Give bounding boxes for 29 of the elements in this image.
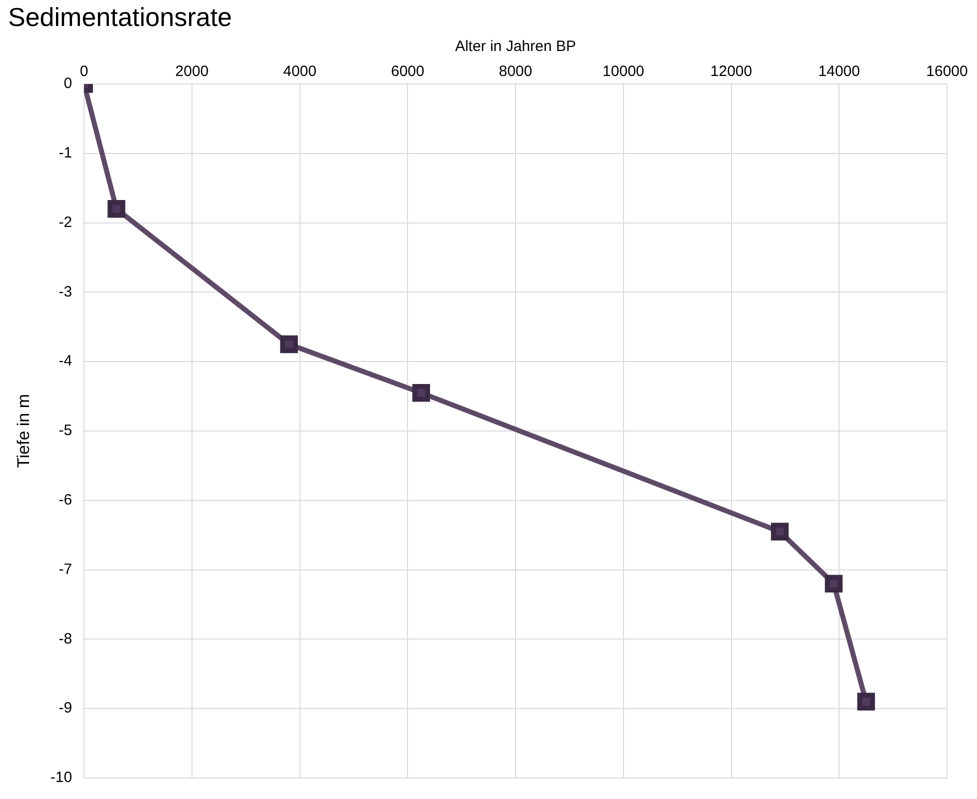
x-tick-label: 14000 — [818, 63, 860, 80]
point — [412, 384, 430, 402]
y-tick-label: -5 — [58, 422, 72, 440]
y-tick-label: -1 — [58, 144, 72, 162]
y-tick-label: -10 — [50, 769, 72, 786]
point — [857, 692, 875, 711]
point — [824, 574, 843, 593]
x-tick-label: 16000 — [926, 63, 968, 80]
chart-title: Sedimentationsrate — [8, 2, 232, 33]
y-tick-label: -3 — [58, 283, 72, 300]
x-tick-label: 10000 — [602, 63, 644, 80]
x-axis-title: Alter in Jahren BP — [455, 38, 576, 56]
y-tick-label: 0 — [64, 75, 72, 92]
x-tick-label: 0 — [80, 63, 88, 80]
x-tick-label: 2000 — [175, 63, 209, 80]
y-tick-label: -6 — [58, 492, 72, 509]
x-tick-label: 4000 — [283, 63, 316, 80]
y-tick-label: -2 — [58, 214, 72, 231]
y-tick-label: -8 — [58, 630, 72, 648]
x-tick-label: 6000 — [390, 63, 424, 80]
y-axis-title: Tiefe in m — [14, 394, 33, 468]
x-tick-label: 12000 — [710, 63, 752, 80]
y-tick-label: -7 — [58, 560, 72, 578]
point — [770, 522, 789, 540]
y-tick-label: -4 — [58, 352, 72, 370]
point — [280, 335, 298, 354]
y-tick-label: -9 — [58, 700, 72, 717]
point — [108, 200, 126, 218]
x-tick-label: 8000 — [498, 63, 532, 80]
